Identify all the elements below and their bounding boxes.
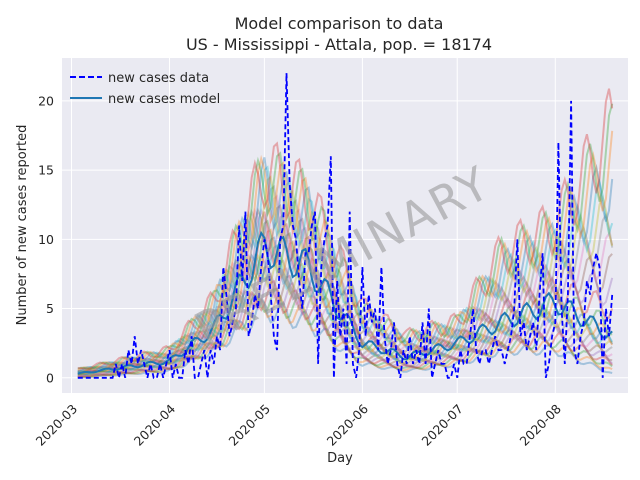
model-run-line — [77, 207, 614, 374]
model-run-line — [77, 103, 614, 371]
model-run-line — [77, 194, 614, 373]
model-run-line — [77, 157, 614, 373]
model-run-line — [77, 264, 613, 378]
x-axis-ticks: 2020-03 2020-04 2020-05 2020-06 2020-07 2020-… — [33, 401, 564, 449]
grid-lines — [62, 58, 628, 393]
data-line-group — [77, 73, 614, 379]
y-axis-ticks: 0 5 10 15 20 — [38, 93, 54, 385]
model-run-line — [77, 204, 613, 373]
y-tick-label: 15 — [38, 163, 54, 178]
y-axis-label: Number of new cases reported — [15, 125, 30, 326]
x-tick-label: 2020-05 — [226, 401, 274, 449]
chart-subtitle: US - Mississippi - Attala, pop. = 18174 — [186, 35, 492, 54]
x-tick-label: 2020-03 — [33, 401, 81, 449]
legend-label-model: new cases model — [108, 92, 220, 107]
x-tick-label: 2020-06 — [324, 401, 372, 449]
model-run-line — [77, 184, 614, 373]
x-axis-label: Day — [327, 451, 353, 466]
chart-title: Model comparison to data — [235, 14, 444, 33]
legend: new cases data new cases model — [70, 71, 220, 107]
legend-label-data: new cases data — [108, 71, 209, 86]
y-tick-label: 20 — [38, 93, 54, 108]
x-tick-label: 2020-04 — [131, 401, 179, 449]
model-run-line — [77, 255, 613, 377]
model-run-line — [77, 272, 613, 378]
plot-area — [62, 58, 628, 393]
model-run-line — [77, 130, 614, 371]
y-tick-label: 0 — [46, 370, 54, 385]
data-series-line — [77, 73, 614, 379]
model-run-line — [77, 294, 613, 379]
y-tick-label: 5 — [46, 301, 54, 316]
x-tick-label: 2020-07 — [418, 401, 466, 449]
x-tick-label: 2020-08 — [516, 401, 564, 449]
y-tick-label: 10 — [38, 232, 54, 247]
model-central-line — [77, 230, 613, 375]
model-run-line — [77, 88, 614, 371]
